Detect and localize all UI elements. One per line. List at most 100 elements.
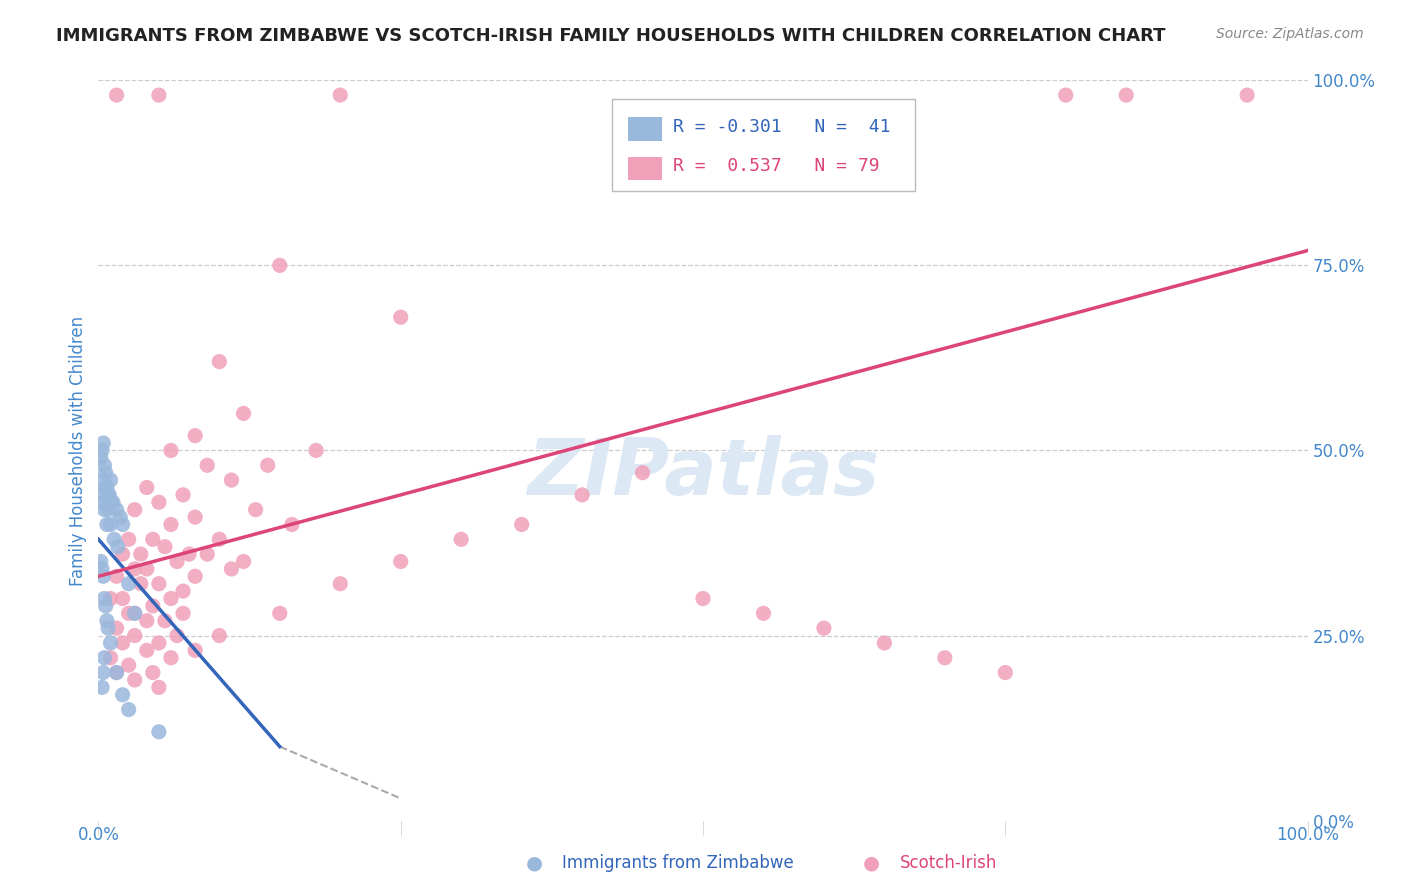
Point (148, 724, 170, 739)
Point (100, 636, 122, 650)
Point (160, 517, 183, 532)
Point (118, 576, 141, 591)
Point (111, 547, 134, 561)
Point (160, 443, 183, 458)
Point (111, 517, 134, 532)
Point (105, 88, 128, 103)
Point (97, 621, 120, 635)
Point (98, 488, 121, 502)
Point (329, 576, 352, 591)
Point (105, 665, 128, 680)
Point (129, 576, 152, 591)
Point (232, 407, 254, 421)
Point (91, 436, 114, 450)
Point (100, 495, 122, 509)
Point (91, 681, 114, 695)
Point (93, 458, 115, 473)
Point (96, 614, 118, 628)
Point (111, 636, 134, 650)
Point (135, 643, 157, 657)
Point (692, 591, 714, 606)
Point (94, 481, 117, 495)
Text: R = -0.301   N =  41: R = -0.301 N = 41 (672, 118, 890, 136)
Point (631, 466, 654, 480)
Point (100, 473, 122, 487)
Text: Scotch-Irish: Scotch-Irish (900, 855, 997, 872)
Point (184, 643, 207, 657)
Point (329, 88, 352, 103)
Point (90, 450, 112, 465)
Point (118, 533, 141, 547)
Point (103, 533, 125, 547)
FancyBboxPatch shape (613, 99, 915, 191)
Point (873, 636, 896, 650)
Point (91, 665, 114, 680)
Point (142, 533, 165, 547)
Point (100, 591, 122, 606)
Point (124, 562, 146, 576)
Point (160, 650, 183, 665)
Point (1054, 88, 1077, 103)
Point (91, 473, 114, 487)
Point (510, 517, 533, 532)
Point (94, 466, 117, 480)
Point (256, 458, 278, 473)
Point (172, 584, 194, 599)
Point (813, 621, 835, 635)
Point (172, 607, 194, 621)
Point (232, 555, 254, 569)
Point (195, 547, 218, 561)
Point (124, 607, 146, 621)
Point (97, 488, 120, 502)
Point (221, 473, 243, 487)
Text: IMMIGRANTS FROM ZIMBABWE VS SCOTCH-IRISH FAMILY HOUSEHOLDS WITH CHILDREN CORRELA: IMMIGRANTS FROM ZIMBABWE VS SCOTCH-IRISH… (56, 27, 1166, 45)
Text: ZIPatlas: ZIPatlas (527, 434, 879, 511)
Point (166, 555, 188, 569)
Point (135, 481, 157, 495)
Point (96, 481, 118, 495)
Point (389, 310, 412, 325)
Text: ●: ● (526, 854, 543, 873)
Point (96, 517, 118, 532)
Point (184, 569, 207, 583)
Point (101, 495, 124, 509)
Point (124, 502, 146, 516)
Point (107, 540, 129, 554)
Point (105, 569, 128, 583)
Bar (628, 156, 662, 180)
Text: Immigrants from Zimbabwe: Immigrants from Zimbabwe (562, 855, 794, 872)
Point (934, 650, 956, 665)
Point (195, 458, 218, 473)
Point (124, 628, 146, 642)
Point (153, 540, 176, 554)
Point (118, 703, 141, 717)
Point (129, 547, 152, 561)
Point (105, 502, 128, 516)
Point (124, 673, 146, 687)
Point (571, 488, 593, 502)
Point (305, 443, 328, 458)
Point (208, 628, 231, 642)
Point (100, 517, 122, 532)
Point (90, 555, 112, 569)
Point (142, 665, 165, 680)
Point (148, 88, 170, 103)
Text: ●: ● (863, 854, 880, 873)
Point (91, 443, 114, 458)
Point (269, 259, 291, 273)
Point (108, 510, 131, 524)
Point (994, 665, 1017, 680)
Point (148, 495, 170, 509)
Point (148, 576, 170, 591)
Point (153, 614, 176, 628)
Point (91, 569, 114, 583)
Point (93, 502, 115, 516)
Point (100, 650, 122, 665)
Point (111, 688, 134, 702)
Point (97, 502, 120, 516)
Point (124, 607, 146, 621)
Point (752, 607, 775, 621)
Point (389, 555, 412, 569)
Point (118, 658, 141, 673)
Point (160, 591, 183, 606)
